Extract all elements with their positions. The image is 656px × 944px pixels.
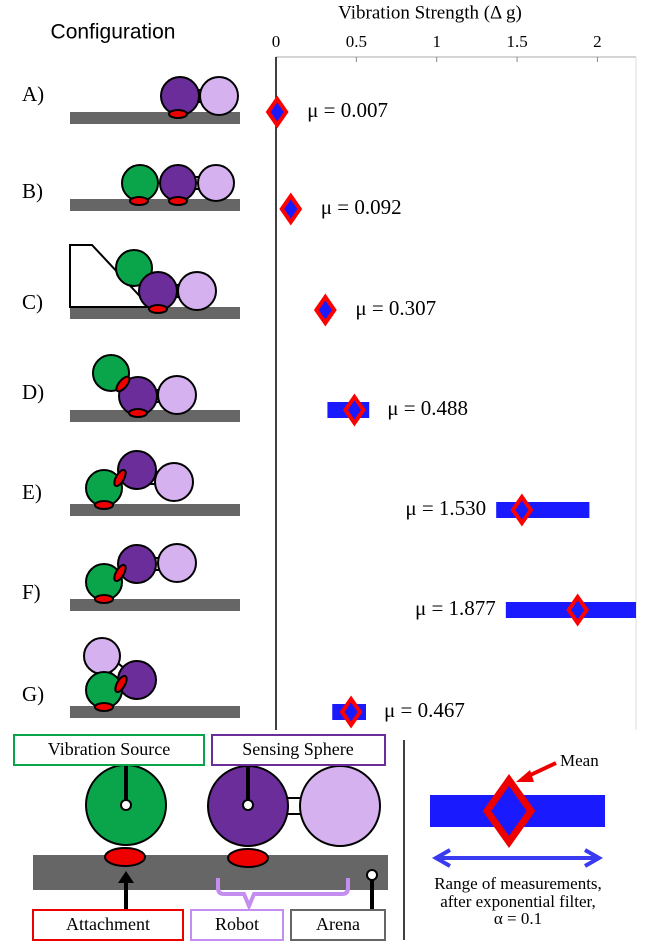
x-tick-label: 0 (272, 32, 281, 51)
value-label: μ = 1.530 (405, 496, 486, 520)
category-label: B) (22, 179, 43, 203)
x-tick-label: 2 (593, 32, 602, 51)
category-label: D) (22, 380, 44, 404)
x-tick-label: 1 (432, 32, 441, 51)
mean-marker (569, 597, 587, 623)
category-label: G) (22, 682, 44, 706)
x-tick-label: 0.5 (346, 32, 367, 51)
mean-marker (342, 699, 360, 725)
value-label: μ = 1.877 (415, 596, 496, 620)
legend-arena-bar (33, 855, 388, 890)
category-label: C) (22, 290, 43, 314)
legend-mean-swatch (487, 780, 531, 842)
value-label: μ = 0.488 (387, 396, 468, 420)
legend-label: Attachment (66, 914, 150, 934)
mean-marker (282, 196, 300, 222)
value-label: μ = 0.092 (321, 195, 402, 219)
legend-label: Sensing Sphere (242, 739, 354, 759)
legend-label: Range of measurements, (434, 874, 602, 893)
legend: Vibration Source Sensing Sphere Attachme… (14, 735, 605, 940)
category-label: E) (22, 480, 42, 504)
mean-marker (268, 99, 286, 125)
legend-label: Vibration Source (48, 739, 170, 759)
legend-label: Arena (316, 914, 360, 934)
value-label: μ = 0.467 (384, 698, 465, 722)
column-title: Configuration (51, 21, 176, 44)
configuration-icons (70, 77, 240, 718)
category-label: A) (22, 82, 44, 106)
value-label: μ = 0.307 (355, 296, 436, 320)
mean-marker (345, 397, 363, 423)
legend-label: Mean (560, 751, 599, 770)
legend-label: Robot (215, 914, 259, 934)
category-label: F) (22, 580, 41, 604)
x-tick-label: 1.5 (506, 32, 527, 51)
axis-title: Vibration Strength (Δ g) (338, 2, 522, 23)
chart: Vibration Strength (Δ g) Configuration (0, 0, 656, 944)
legend-label: α = 0.1 (494, 909, 542, 928)
value-label: μ = 0.007 (307, 98, 388, 122)
range-bar (496, 502, 589, 518)
mean-marker (513, 497, 531, 523)
mean-marker (316, 297, 334, 323)
